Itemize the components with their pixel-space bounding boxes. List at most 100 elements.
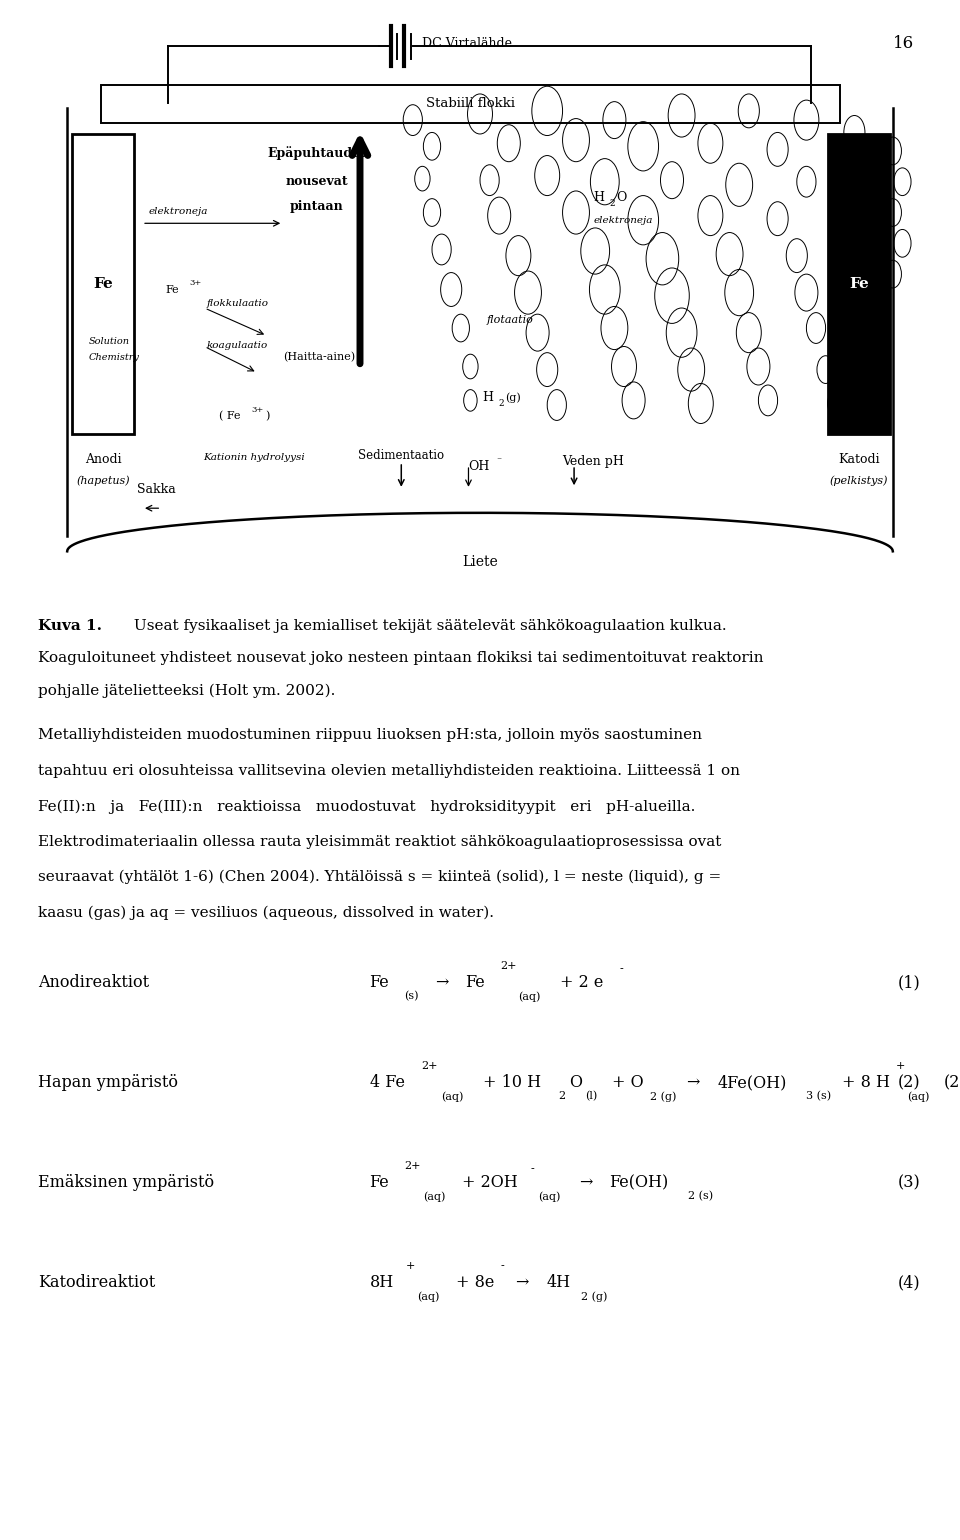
Text: (s): (s) [404,992,419,1001]
Text: 4H: 4H [546,1274,570,1292]
Text: +: + [406,1261,416,1270]
Text: (1): (1) [898,973,921,992]
Text: (l): (l) [586,1092,598,1101]
Text: Liete: Liete [462,554,498,570]
Text: Emäksinen ympäristö: Emäksinen ympäristö [38,1173,214,1192]
Text: nousevat: nousevat [285,176,348,188]
Bar [101,85,840,123]
Text: + 8e: + 8e [456,1274,494,1292]
Text: →: → [516,1274,529,1292]
Text: 3+: 3+ [189,279,202,288]
Text: Koaguloituneet yhdisteet nousevat joko nesteen pintaan flokiksi tai sedimentoitu: Koaguloituneet yhdisteet nousevat joko n… [38,651,764,665]
Text: + 2OH: + 2OH [462,1173,517,1192]
Text: Solution: Solution [88,337,130,346]
Text: (aq): (aq) [518,992,540,1001]
Text: (4): (4) [898,1274,921,1292]
Text: tapahtuu eri olosuhteissa vallitsevina olevien metalliyhdisteiden reaktioina. Li: tapahtuu eri olosuhteissa vallitsevina o… [38,764,740,778]
Text: Fe: Fe [370,1173,390,1192]
Text: Fe: Fe [466,973,486,992]
Text: Fe: Fe [165,285,179,294]
Text: seuraavat (yhtälöt 1-6) (Chen 2004). Yhtälöissä s = kiinteä (solid), l = neste (: seuraavat (yhtälöt 1-6) (Chen 2004). Yht… [38,870,722,884]
Text: Chemistry: Chemistry [88,353,139,362]
Text: (pelkistys): (pelkistys) [829,476,888,487]
Text: Stabiili flokki: Stabiili flokki [426,97,515,111]
Text: →: → [435,973,448,992]
Text: ⁻: ⁻ [496,456,501,465]
Text: + 8 H: + 8 H [842,1073,890,1092]
Text: koagulaatio: koagulaatio [206,340,268,350]
Text: →: → [686,1073,700,1092]
Text: (2): (2) [944,1073,960,1092]
Text: Fe(II):n   ja   Fe(III):n   reaktioissa   muodostuvat   hydroksidityypit   eri  : Fe(II):n ja Fe(III):n reaktioissa muodos… [38,799,696,813]
Text: (g): (g) [505,393,520,402]
Text: 16: 16 [893,35,914,52]
Text: pintaan: pintaan [290,200,344,213]
Text: flotaatio: flotaatio [487,316,534,325]
Text: kaasu (gas) ja aq = vesiliuos (aqueous, dissolved in water).: kaasu (gas) ja aq = vesiliuos (aqueous, … [38,906,494,919]
Text: 3 (s): 3 (s) [806,1092,831,1101]
Text: 2: 2 [610,199,615,208]
Text: ( Fe: ( Fe [219,411,240,420]
Text: (aq): (aq) [539,1192,561,1201]
Text: Fe: Fe [370,973,390,992]
Text: 2: 2 [498,399,504,408]
Text: elektroneja: elektroneja [593,216,653,225]
Text: + O: + O [612,1073,643,1092]
Text: 2 (s): 2 (s) [688,1192,713,1201]
Text: Elektrodimateriaalin ollessa rauta yleisimmät reaktiot sähkökoagulaatioprosessis: Elektrodimateriaalin ollessa rauta yleis… [38,835,722,849]
Text: Katodireaktiot: Katodireaktiot [38,1274,156,1292]
Text: (3): (3) [898,1173,921,1192]
Text: Fe(OH): Fe(OH) [610,1173,669,1192]
Text: Sedimentaatio: Sedimentaatio [358,450,444,462]
Text: Kuva 1.: Kuva 1. [38,619,103,633]
Text: Epäpuhtaudet: Epäpuhtaudet [268,146,366,160]
Text: Sakka: Sakka [137,484,176,496]
Text: pohjalle jätelietteeksi (Holt ym. 2002).: pohjalle jätelietteeksi (Holt ym. 2002). [38,684,336,698]
Text: 3+: 3+ [252,405,264,414]
Text: -: - [531,1164,535,1173]
Text: (hapetus): (hapetus) [77,476,130,487]
Text: O: O [569,1073,583,1092]
Text: 4Fe(OH): 4Fe(OH) [717,1073,786,1092]
Text: elektroneja: elektroneja [149,206,208,216]
Text: + 2 e: + 2 e [560,973,603,992]
Text: ): ) [265,411,270,420]
Text: (Haitta-aine): (Haitta-aine) [282,353,355,362]
Text: (aq): (aq) [418,1292,440,1301]
Text: 2 (g): 2 (g) [650,1092,676,1101]
Text: Fe: Fe [849,277,869,291]
Text: OH: OH [468,460,490,473]
Text: 2+: 2+ [404,1161,420,1170]
Bar [828,134,890,434]
Bar [72,134,134,434]
Text: 4 Fe: 4 Fe [370,1073,404,1092]
Text: DC Virtalähde: DC Virtalähde [422,37,513,49]
Text: Useat fysikaaliset ja kemialliset tekijät säätelevät sähkökoagulaation kulkua.: Useat fysikaaliset ja kemialliset tekijä… [129,619,727,633]
Text: Hapan ympäristö: Hapan ympäristö [38,1073,179,1092]
Text: Kationin hydrolyysi: Kationin hydrolyysi [204,453,305,462]
Text: Metalliyhdisteiden muodostuminen riippuu liuoksen pH:sta, jolloin myös saostumin: Metalliyhdisteiden muodostuminen riippuu… [38,728,703,742]
Text: (aq): (aq) [442,1092,464,1101]
Text: Anodireaktiot: Anodireaktiot [38,973,150,992]
Text: O: O [616,191,627,203]
Text: -: - [500,1261,504,1270]
Text: (aq): (aq) [907,1092,929,1101]
Text: + 10 H: + 10 H [483,1073,541,1092]
Text: -: - [619,964,623,973]
Text: H: H [482,391,492,403]
Text: (aq): (aq) [423,1192,445,1201]
Text: Katodi: Katodi [838,453,879,465]
Text: flokkulaatio: flokkulaatio [206,299,269,308]
Text: Veden pH: Veden pH [563,456,624,468]
Text: Fe: Fe [93,277,113,291]
Text: 2 (g): 2 (g) [581,1292,607,1301]
Text: 2+: 2+ [500,961,516,970]
Text: H: H [593,191,604,203]
Text: +: + [896,1061,905,1070]
Text: 2+: 2+ [421,1061,438,1070]
Text: 8H: 8H [370,1274,394,1292]
Text: (2): (2) [898,1073,921,1092]
Text: 2: 2 [558,1092,564,1101]
Text: Anodi: Anodi [84,453,122,465]
Text: →: → [579,1173,592,1192]
